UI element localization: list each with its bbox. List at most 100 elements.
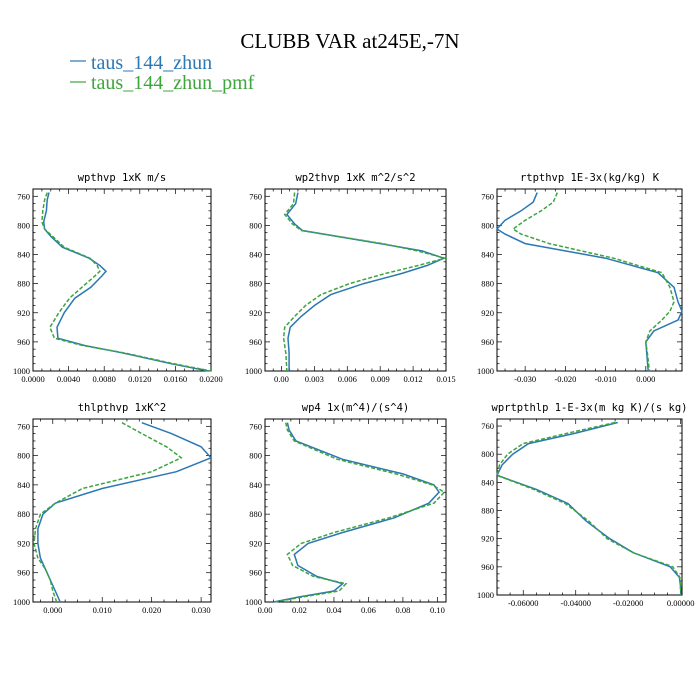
- x-tick-label: 0.00: [258, 605, 273, 615]
- y-tick-label: 880: [481, 279, 494, 289]
- plot-frame: [496, 418, 683, 596]
- series-line-2: [33, 422, 183, 603]
- x-tick-label: -0.04000: [560, 598, 590, 608]
- x-tick-label: 0.00000: [667, 598, 695, 608]
- x-tick-label: -0.020: [554, 374, 576, 384]
- x-tick-label: 0.02: [292, 605, 307, 615]
- x-tick-label: 0.0120: [128, 374, 151, 384]
- x-tick-label: -0.010: [595, 374, 617, 384]
- y-tick-label: 1000: [13, 597, 30, 607]
- panel-title: wpthvp 1xK m/s: [78, 172, 167, 184]
- series-line-1: [285, 192, 446, 371]
- y-tick-label: 1000: [13, 366, 30, 376]
- panel-2: wp2thvp 1xK m^2/s^2 760 800 840 880 920 960 100…: [245, 172, 456, 384]
- panel-title: wp4 1x(m^4)/(s^4): [302, 402, 409, 414]
- x-tick-label: 0.10: [430, 605, 445, 615]
- x-tick-label: 0.003: [305, 374, 324, 384]
- series-line-1: [495, 421, 682, 595]
- y-tick-label: 840: [249, 480, 262, 490]
- panel-3: rtpthvp 1E-3x(kg/kg) K 760 800 840 880 920 960…: [477, 172, 683, 384]
- panel-5: wp4 1x(m^4)/(s^4)76080084088092096010000…: [245, 402, 447, 615]
- y-tick-label: 840: [249, 250, 262, 260]
- y-tick-label: 920: [481, 534, 494, 544]
- panel-title: wp2thvp 1xK m^2/s^2: [295, 172, 415, 184]
- x-tick-label: 0.0080: [93, 374, 116, 384]
- x-tick-label: 0.009: [371, 374, 390, 384]
- y-tick-label: 760: [481, 191, 494, 201]
- y-tick-label: 800: [481, 220, 494, 230]
- y-tick-label: 920: [17, 538, 30, 548]
- series-line-2: [282, 192, 448, 372]
- y-tick-label: 880: [17, 279, 30, 289]
- x-tick-label: 0.08: [395, 605, 410, 615]
- panel-1: wpthvp 1xK m/s76080084088092096010000.00…: [13, 172, 223, 384]
- y-tick-label: 920: [17, 308, 30, 318]
- x-tick-label: 0.0040: [57, 374, 80, 384]
- y-tick-label: 800: [249, 451, 262, 461]
- panel-title: thlpthvp 1xK^2: [78, 402, 167, 414]
- plot-frame: [32, 188, 212, 372]
- y-tick-label: 960: [17, 337, 30, 347]
- x-tick-label: 0.006: [338, 374, 357, 384]
- series-line-2: [275, 422, 446, 603]
- y-tick-label: 880: [481, 506, 494, 516]
- y-tick-label: 840: [481, 250, 494, 260]
- y-tick-label: 760: [17, 421, 30, 431]
- panel-title: wprtpthlp 1-E-3x(m kg K)/(s kg): [492, 402, 688, 414]
- x-tick-label: -0.030: [514, 374, 536, 384]
- x-tick-label: -0.02000: [613, 598, 643, 608]
- y-tick-label: 960: [481, 337, 494, 347]
- series-line-2: [496, 421, 682, 595]
- x-tick-label: 0.030: [192, 605, 211, 615]
- series-line-2: [511, 192, 675, 372]
- y-tick-label: 960: [481, 562, 494, 572]
- figure-title: CLUBB VAR at245E,-7N: [240, 29, 459, 53]
- y-tick-label: 1000: [245, 597, 262, 607]
- x-tick-label: 0.06: [361, 605, 376, 615]
- y-tick-label: 760: [17, 191, 30, 201]
- series-line-1: [273, 422, 441, 603]
- panels: wpthvp 1xK m/s76080084088092096010000.00…: [13, 172, 695, 615]
- y-tick-label: 800: [249, 220, 262, 230]
- x-tick-label: 0.04: [327, 605, 343, 615]
- y-tick-label: 960: [249, 337, 262, 347]
- y-tick-label: 800: [17, 220, 30, 230]
- legend-label-series-1: taus_144_zhun: [91, 52, 212, 74]
- y-tick-label: 960: [17, 568, 30, 578]
- y-tick-label: 840: [17, 250, 30, 260]
- series-line-1: [495, 192, 683, 372]
- panel-4: thlpthvp 1xK^2 760 800 840 880 920 960 1000 0.00…: [13, 402, 213, 615]
- y-tick-label: 840: [17, 480, 30, 490]
- series-line-2: [41, 192, 212, 372]
- y-tick-label: 760: [481, 421, 494, 431]
- y-tick-label: 760: [249, 191, 262, 201]
- x-tick-label: 0.000: [43, 605, 62, 615]
- y-tick-label: 960: [249, 568, 262, 578]
- x-tick-label: 0.012: [404, 374, 423, 384]
- plot-frame: [264, 188, 447, 372]
- y-tick-label: 880: [17, 509, 30, 519]
- legend-label-series-2: taus_144_zhun_pmf: [91, 72, 255, 94]
- series-line-1: [37, 421, 213, 603]
- x-tick-label: 0.0000: [21, 374, 44, 384]
- y-tick-label: 840: [481, 477, 494, 487]
- x-tick-label: 0.000: [636, 374, 655, 384]
- x-tick-label: 0.00: [274, 374, 289, 384]
- y-tick-label: 920: [249, 308, 262, 318]
- y-tick-label: 800: [481, 449, 494, 459]
- y-tick-label: 800: [17, 451, 30, 461]
- y-tick-label: 1000: [477, 366, 494, 376]
- plot-frame: [264, 418, 447, 603]
- y-tick-label: 880: [249, 279, 262, 289]
- series-line-1: [42, 192, 209, 372]
- x-tick-label: 0.020: [142, 605, 161, 615]
- plot-frame: [32, 418, 212, 603]
- x-tick-label: 0.0160: [164, 374, 187, 384]
- y-tick-label: 1000: [245, 366, 262, 376]
- y-tick-label: 880: [249, 509, 262, 519]
- y-tick-label: 920: [481, 308, 494, 318]
- y-tick-label: 760: [249, 421, 262, 431]
- x-tick-label: 0.015: [436, 374, 455, 384]
- x-tick-label: 0.0200: [199, 374, 222, 384]
